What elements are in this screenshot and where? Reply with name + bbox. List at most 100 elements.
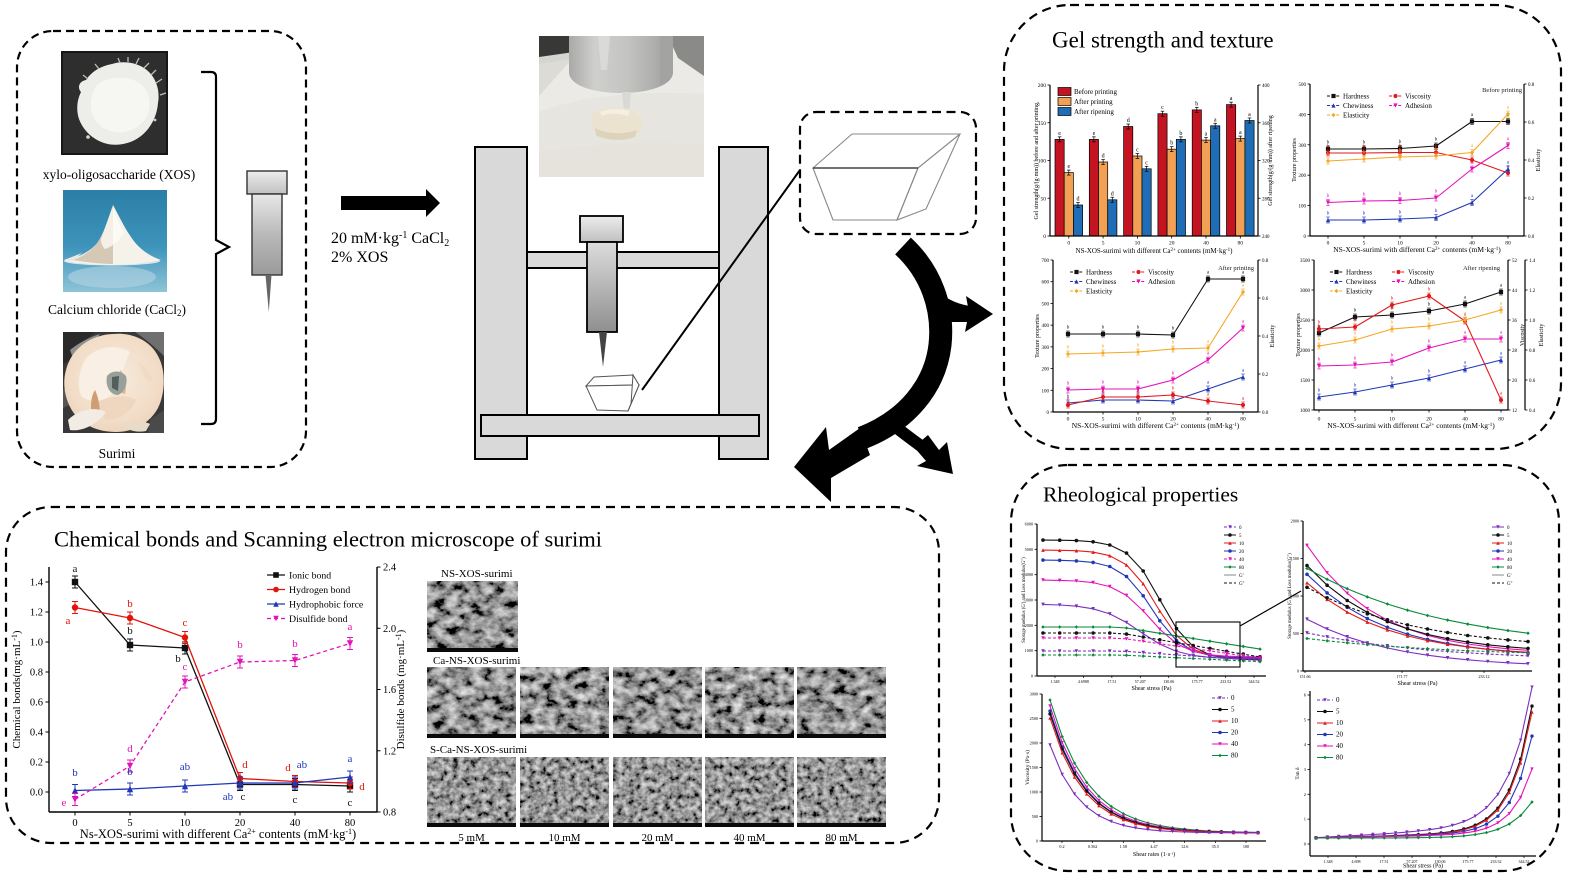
svg-text:0.4: 0.4 [1529,409,1536,414]
svg-text:a: a [1214,117,1217,123]
svg-text:400: 400 [1262,84,1270,89]
svg-text:80 mM: 80 mM [825,832,857,844]
svg-text:a: a [1464,313,1467,318]
svg-text:0.2: 0.2 [1059,844,1064,849]
svg-text:2: 2 [1304,792,1306,797]
svg-text:G': G' [1507,574,1512,579]
svg-text:S-Ca-NS-XOS-surimi: S-Ca-NS-XOS-surimi [430,744,527,756]
svg-text:b: b [1391,307,1394,312]
svg-text:80: 80 [1507,566,1513,571]
svg-text:Hardness: Hardness [1346,269,1372,277]
svg-text:b: b [1170,141,1173,147]
svg-text:Before printing: Before printing [1482,87,1523,94]
svg-text:NS-XOS-surimi: NS-XOS-surimi [441,568,513,580]
svg-text:Texture properties: Texture properties [1296,312,1302,356]
svg-text:500: 500 [1032,814,1038,819]
svg-text:b: b [292,638,298,650]
svg-text:151.66: 151.66 [1300,674,1311,679]
svg-text:1.2: 1.2 [30,608,43,619]
svg-text:130.06: 130.06 [1435,859,1446,864]
svg-text:e: e [1058,131,1061,137]
svg-text:b: b [1391,377,1394,382]
svg-text:Gel strength and texture: Gel strength and texture [1052,28,1274,53]
svg-text:Viscosity: Viscosity [1520,324,1526,346]
svg-text:10: 10 [1397,241,1403,247]
svg-text:200: 200 [1042,368,1050,373]
svg-text:1500: 1500 [1030,765,1038,770]
svg-text:Ns-XOS-surimi with different C: Ns-XOS-surimi with different Ca2+ conten… [80,827,356,841]
svg-text:NS-XOS-surimi with different C: NS-XOS-surimi with different Ca2+ conten… [1072,421,1240,430]
svg-text:233.52: 233.52 [1491,859,1502,864]
svg-text:c: c [241,791,246,803]
svg-text:a: a [1471,144,1474,149]
svg-text:Texture properties: Texture properties [1035,313,1041,357]
svg-text:b: b [1327,141,1330,146]
svg-text:d: d [1127,118,1130,124]
svg-text:40: 40 [1462,417,1468,423]
svg-text:10: 10 [1231,717,1239,725]
svg-text:400: 400 [1299,113,1307,118]
svg-text:2000: 2000 [1300,349,1311,354]
svg-text:5: 5 [1102,241,1105,247]
svg-text:17.51: 17.51 [1107,679,1116,684]
svg-text:b: b [127,598,133,610]
svg-text:0.8: 0.8 [1528,83,1535,88]
svg-text:500: 500 [1293,631,1299,636]
svg-text:Hardness: Hardness [1086,269,1112,277]
svg-text:Shear stress (Pa): Shear stress (Pa) [1132,685,1172,692]
svg-text:0.4: 0.4 [30,728,44,739]
svg-text:b: b [1435,144,1438,149]
svg-text:b: b [1318,338,1321,343]
svg-text:ab: ab [180,761,191,773]
svg-text:5: 5 [1336,708,1340,716]
svg-text:b: b [1428,318,1431,323]
svg-text:b: b [1363,151,1366,156]
svg-text:b: b [1102,389,1105,394]
svg-text:a: a [1230,96,1233,102]
svg-text:0: 0 [1067,417,1070,423]
svg-text:20: 20 [1231,729,1239,737]
svg-text:2000: 2000 [1030,741,1038,746]
svg-text:b: b [1327,212,1330,217]
svg-text:Viscosity (Pa·s): Viscosity (Pa·s) [1024,750,1031,785]
svg-text:20: 20 [1170,417,1176,423]
svg-text:e: e [1067,164,1070,170]
svg-text:Storage modulus (G') and Loss: Storage modulus (G') and Loss modulus(G'… [1022,557,1027,643]
svg-text:b: b [1363,141,1366,146]
svg-text:10 mM: 10 mM [548,832,580,844]
svg-text:4.698: 4.698 [1352,859,1361,864]
svg-text:a: a [1207,381,1210,386]
svg-text:Shear stress (Pa): Shear stress (Pa) [1403,863,1443,870]
svg-text:20 mM·kg-1 CaCl2: 20 mM·kg-1 CaCl2 [331,230,449,249]
svg-text:b: b [1179,131,1182,137]
svg-text:Tan δ: Tan δ [1295,767,1301,780]
svg-text:2000: 2000 [1291,519,1299,524]
svg-text:0.2: 0.2 [30,758,43,769]
svg-text:20: 20 [1507,550,1513,555]
svg-text:5 mM: 5 mM [458,832,485,844]
svg-text:0: 0 [1318,417,1321,423]
svg-text:5: 5 [1102,417,1105,423]
svg-text:Chewiness: Chewiness [1086,278,1117,286]
svg-text:NS-XOS-surimi with different C: NS-XOS-surimi with different Ca2+ conten… [1076,247,1234,255]
svg-text:c: c [348,797,353,809]
svg-text:20: 20 [1433,241,1439,247]
svg-text:0.6: 0.6 [30,698,43,709]
svg-text:a: a [1464,312,1467,317]
svg-text:0: 0 [1231,694,1235,702]
svg-text:Disulfide bonds (mg·mL-1): Disulfide bonds (mg·mL-1) [394,629,407,749]
svg-text:300: 300 [1299,144,1307,149]
svg-text:Shear stress (Pa): Shear stress (Pa) [1398,680,1438,687]
svg-text:0.8: 0.8 [1529,349,1536,354]
svg-text:G'': G'' [1239,582,1245,587]
svg-text:200: 200 [1038,83,1047,89]
svg-text:a: a [66,615,71,627]
svg-text:5: 5 [127,818,132,829]
svg-text:0.8: 0.8 [30,668,43,679]
svg-text:a: a [1507,161,1510,166]
svg-text:80: 80 [345,818,356,829]
svg-text:a: a [1464,361,1467,366]
svg-text:d: d [1102,154,1105,160]
svg-text:44: 44 [1512,289,1518,294]
svg-text:a: a [1207,271,1210,276]
